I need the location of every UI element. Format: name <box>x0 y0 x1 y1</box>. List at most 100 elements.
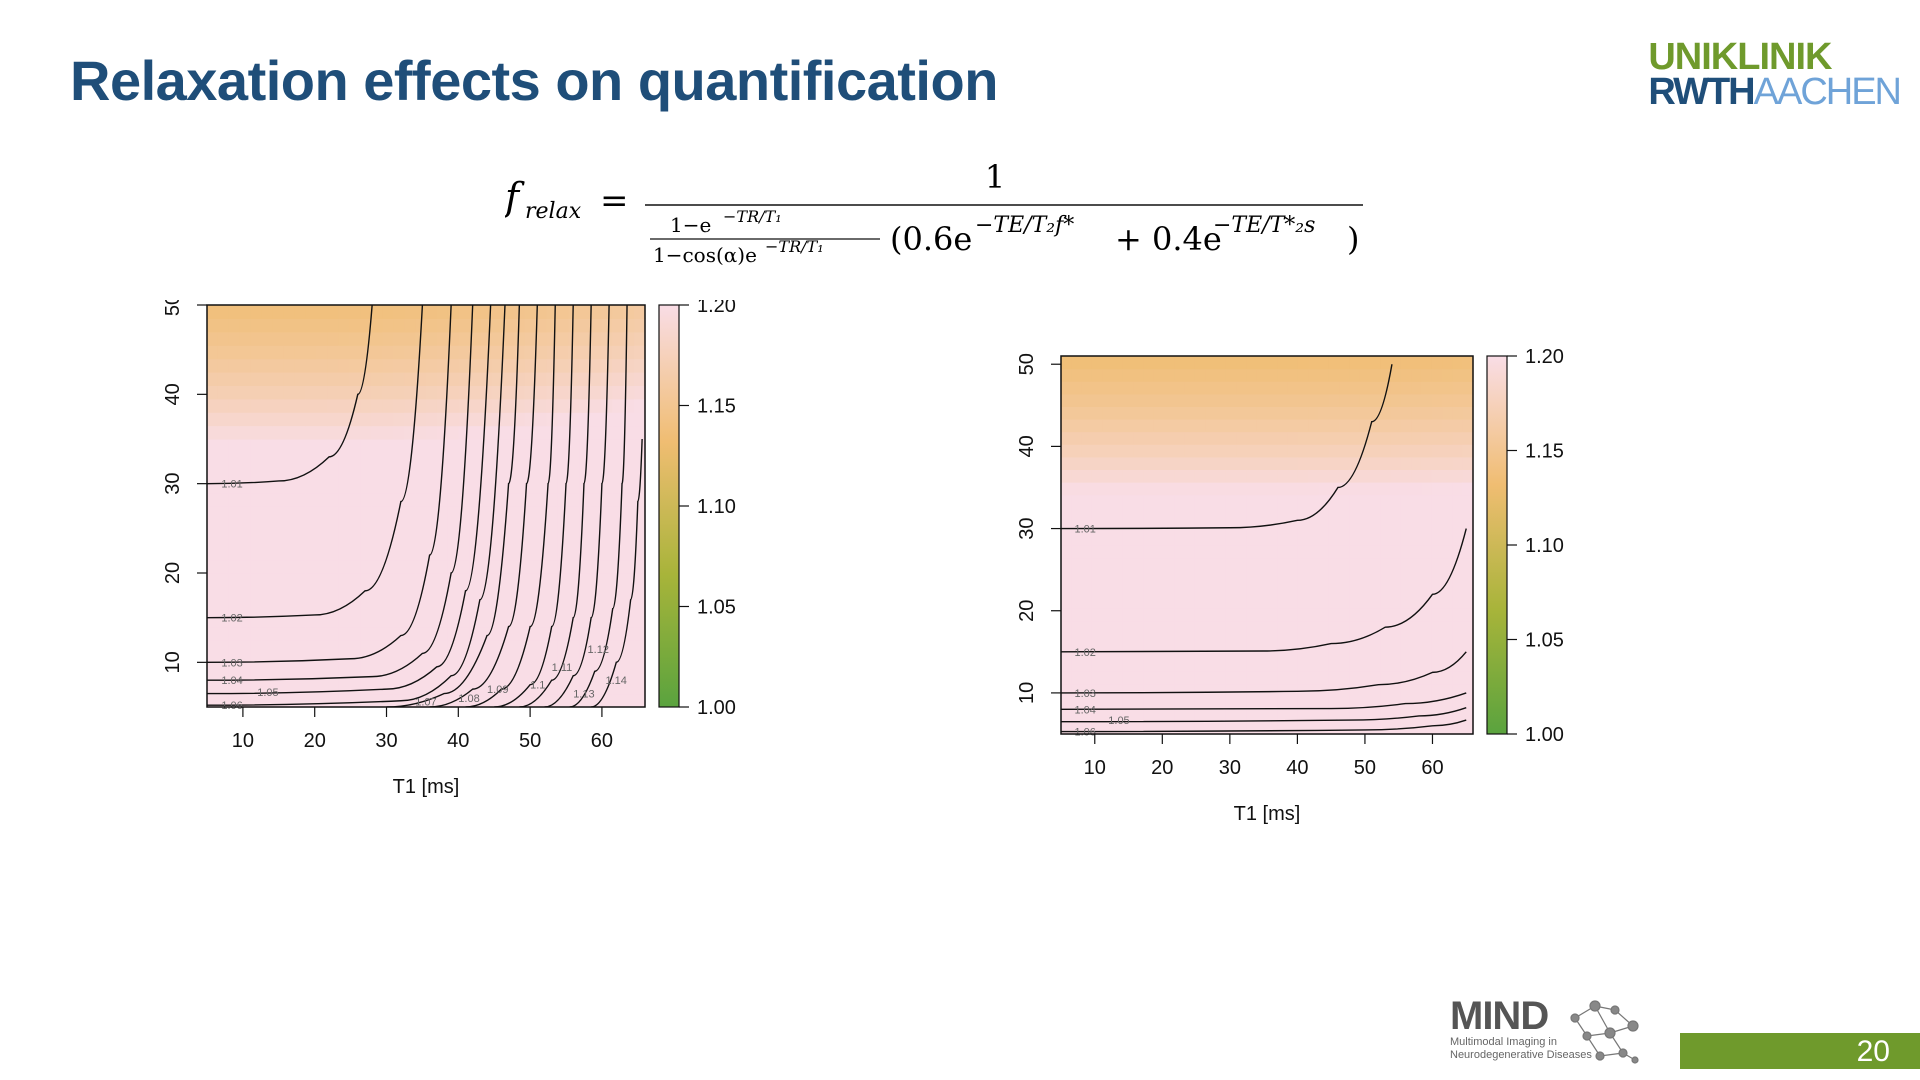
heatmap-cell <box>1071 595 1083 609</box>
heatmap-cell <box>546 479 558 494</box>
heatmap-cell <box>1205 658 1217 672</box>
heatmap-cell <box>1205 696 1217 710</box>
heatmap-cell <box>535 653 548 668</box>
heatmap-cell <box>1442 494 1453 508</box>
heatmap-cell <box>1061 444 1072 458</box>
heatmap-cell <box>1215 456 1227 470</box>
heatmap-cell <box>1184 683 1196 697</box>
heatmap-cell <box>1102 708 1114 722</box>
heatmap-cell <box>1143 482 1155 496</box>
heatmap-cell <box>1071 444 1083 458</box>
heatmap-cell <box>1287 519 1299 533</box>
heatmap-cell <box>1328 356 1340 370</box>
heatmap-cell <box>1102 469 1114 483</box>
heatmap-cell <box>601 439 613 453</box>
heatmap-cell <box>316 559 329 574</box>
heatmap-cell <box>1246 645 1258 659</box>
heatmap-cell <box>1277 406 1289 420</box>
heatmap-cell <box>1359 519 1371 533</box>
heatmap-cell <box>1081 683 1093 697</box>
heatmap-cell <box>371 331 383 346</box>
heatmap-cell <box>513 546 526 561</box>
heatmap-cell <box>1328 671 1340 685</box>
plot-frame <box>206 304 646 708</box>
heatmap-cell <box>415 599 427 614</box>
heatmap-cell <box>1267 456 1278 470</box>
heatmap-cell <box>535 318 548 333</box>
heatmap-cell <box>426 626 438 641</box>
heatmap-cell <box>371 559 383 574</box>
heatmap-cell <box>1174 545 1186 559</box>
heatmap-cell <box>590 345 602 360</box>
heatmap-cell <box>1400 431 1412 445</box>
heatmap-cell <box>469 506 482 520</box>
heatmap-cell <box>393 318 405 333</box>
heatmap-cell <box>1081 431 1093 445</box>
heatmap-cell <box>316 479 329 494</box>
heatmap-cell <box>1256 595 1268 609</box>
heatmap-cell <box>327 613 339 628</box>
x-tick-label: 30 <box>1219 757 1241 779</box>
heatmap-cell <box>1267 532 1278 546</box>
heatmap-cell <box>1164 721 1175 735</box>
heatmap-cell <box>1452 721 1464 735</box>
heatmap-cell <box>1380 431 1392 445</box>
heatmap-cell <box>447 385 460 400</box>
heatmap-cell <box>1215 368 1227 382</box>
heatmap-cell <box>1359 393 1371 407</box>
heatmap-cell <box>1421 620 1433 634</box>
heatmap-cell <box>1225 393 1237 407</box>
heatmap-cell <box>1236 582 1247 596</box>
heatmap-cell <box>1194 683 1206 697</box>
heatmap-cell <box>261 358 274 373</box>
heatmap-cell <box>1071 431 1083 445</box>
heatmap-cell <box>1421 557 1433 571</box>
heatmap-cell <box>360 546 372 561</box>
heatmap-cell <box>557 680 569 695</box>
heatmap-cell <box>294 680 307 695</box>
heatmap-cell <box>634 506 646 520</box>
heatmap-cell <box>513 586 526 601</box>
heatmap-cell <box>447 506 460 520</box>
heatmap-cell <box>447 452 460 467</box>
heatmap-cell <box>623 372 635 386</box>
heatmap-cell <box>469 666 482 681</box>
heatmap-cell <box>1071 658 1083 672</box>
heatmap-cell <box>524 506 537 520</box>
heatmap-cell <box>1462 620 1474 634</box>
heatmap-cell <box>1308 507 1320 521</box>
heatmap-cell <box>382 331 394 346</box>
heatmap-cell <box>393 586 405 601</box>
heatmap-cell <box>579 559 591 574</box>
heatmap-cell <box>491 680 504 695</box>
heatmap-cell <box>557 599 569 614</box>
heatmap-cell <box>634 532 646 547</box>
heatmap-cell <box>590 439 602 453</box>
heatmap-cell <box>1267 444 1278 458</box>
heatmap-cell <box>590 653 602 668</box>
heatmap-cell <box>1174 356 1186 370</box>
heatmap-cell <box>1370 545 1381 559</box>
heatmap-cell <box>1143 658 1155 672</box>
heatmap-cell <box>1122 671 1134 685</box>
heatmap-cell <box>623 586 635 601</box>
heatmap-cell <box>316 666 329 681</box>
heatmap-cell <box>1380 507 1392 521</box>
y-tick-label: 40 <box>1016 435 1038 457</box>
heatmap-cell <box>1246 671 1258 685</box>
heatmap-cell <box>1102 620 1114 634</box>
heatmap-cell <box>316 640 329 654</box>
heatmap-cell <box>458 546 471 561</box>
heatmap-cell <box>469 693 482 708</box>
heatmap-cell <box>228 559 241 574</box>
heatmap-cell <box>382 385 394 400</box>
heatmap-cell <box>1205 570 1217 584</box>
colorbar-tick-label: 1.05 <box>697 597 736 619</box>
heatmap-cell <box>1184 645 1196 659</box>
heatmap-cell <box>1452 595 1464 609</box>
colorbar-tick-label: 1.00 <box>1525 724 1564 746</box>
heatmap-cell <box>524 626 537 641</box>
heatmap-cell <box>1071 368 1083 382</box>
heatmap-cell <box>1143 633 1155 647</box>
heatmap-cell <box>612 519 624 534</box>
